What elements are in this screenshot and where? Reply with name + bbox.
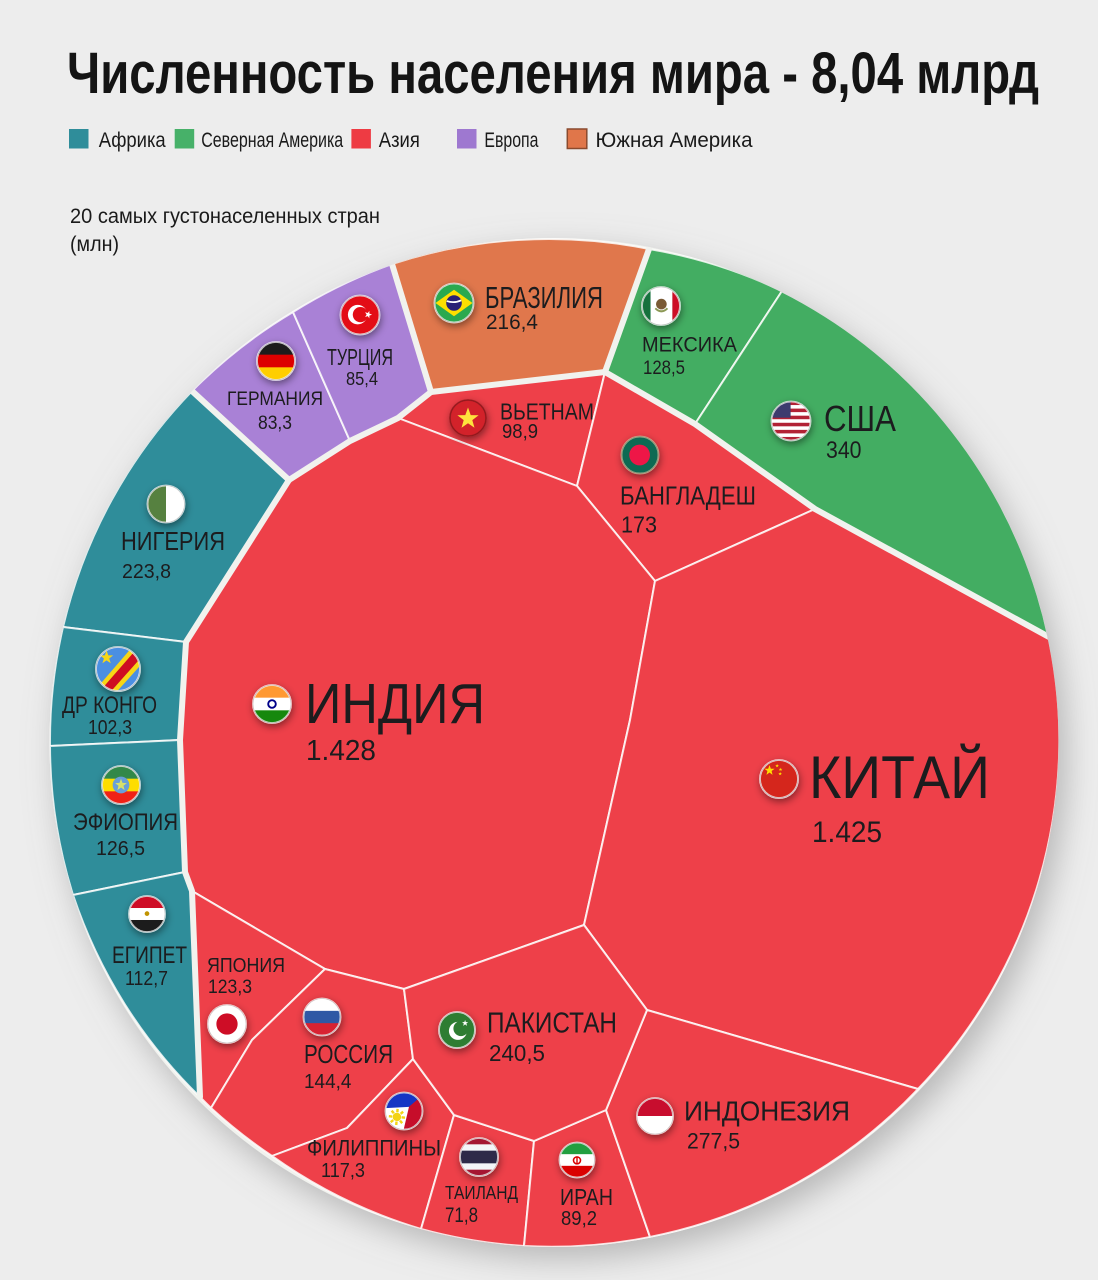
svg-text:223,8: 223,8 (122, 561, 171, 583)
svg-text:ИНДИЯ: ИНДИЯ (305, 672, 485, 736)
svg-text:1.425: 1.425 (812, 816, 882, 849)
svg-text:ГЕРМАНИЯ: ГЕРМАНИЯ (227, 389, 323, 410)
svg-text:173: 173 (621, 512, 657, 538)
svg-text:ИРАН: ИРАН (560, 1184, 613, 1210)
svg-text:128,5: 128,5 (643, 358, 685, 379)
svg-text:102,3: 102,3 (88, 717, 132, 739)
svg-text:ВЬЕТНАМ: ВЬЕТНАМ (500, 399, 594, 425)
svg-text:1.428: 1.428 (306, 735, 376, 767)
svg-text:ТАИЛАНД: ТАИЛАНД (445, 1183, 518, 1203)
svg-text:ЕГИПЕТ: ЕГИПЕТ (112, 942, 187, 969)
svg-text:71,8: 71,8 (445, 1204, 478, 1227)
svg-text:КИТАЙ: КИТАЙ (809, 744, 990, 811)
svg-text:БАНГЛАДЕШ: БАНГЛАДЕШ (620, 483, 756, 511)
svg-text:США: США (824, 398, 896, 439)
svg-text:ПАКИСТАН: ПАКИСТАН (487, 1008, 617, 1040)
svg-text:340: 340 (826, 437, 862, 464)
svg-text:ИНДОНЕЗИЯ: ИНДОНЕЗИЯ (684, 1096, 850, 1127)
svg-text:112,7: 112,7 (125, 968, 168, 990)
svg-text:Африка: Африка (99, 129, 166, 152)
svg-text:ДР КОНГО: ДР КОНГО (62, 692, 157, 719)
svg-text:98,9: 98,9 (502, 421, 538, 443)
svg-text:ЯПОНИЯ: ЯПОНИЯ (207, 955, 285, 977)
svg-text:ЭФИОПИЯ: ЭФИОПИЯ (73, 809, 178, 836)
svg-text:277,5: 277,5 (687, 1129, 740, 1154)
svg-text:Северная Америка: Северная Америка (201, 129, 343, 152)
svg-text:МЕКСИКА: МЕКСИКА (642, 333, 738, 357)
svg-text:240,5: 240,5 (489, 1040, 545, 1066)
svg-text:РОССИЯ: РОССИЯ (304, 1039, 393, 1069)
svg-text:20 самых густонаселенных стран: 20 самых густонаселенных стран (70, 205, 380, 228)
svg-text:БРАЗИЛИЯ: БРАЗИЛИЯ (485, 280, 603, 315)
svg-text:216,4: 216,4 (486, 310, 538, 334)
svg-text:НИГЕРИЯ: НИГЕРИЯ (121, 526, 225, 556)
svg-text:83,3: 83,3 (258, 413, 292, 434)
svg-text:85,4: 85,4 (346, 369, 378, 389)
svg-text:126,5: 126,5 (96, 838, 145, 860)
svg-text:Численность населения мира - 8: Численность населения мира - 8,04 млрд (67, 41, 1039, 106)
svg-text:89,2: 89,2 (561, 1208, 597, 1230)
svg-text:Азия: Азия (379, 129, 420, 152)
svg-text:ФИЛИППИНЫ: ФИЛИППИНЫ (307, 1136, 441, 1161)
svg-text:144,4: 144,4 (304, 1071, 352, 1093)
svg-text:117,3: 117,3 (321, 1160, 365, 1182)
svg-text:(млн): (млн) (70, 233, 119, 256)
svg-text:Южная Америка: Южная Америка (596, 129, 753, 152)
svg-text:123,3: 123,3 (208, 976, 252, 998)
svg-text:Европа: Европа (484, 129, 538, 152)
svg-text:ТУРЦИЯ: ТУРЦИЯ (327, 344, 393, 370)
